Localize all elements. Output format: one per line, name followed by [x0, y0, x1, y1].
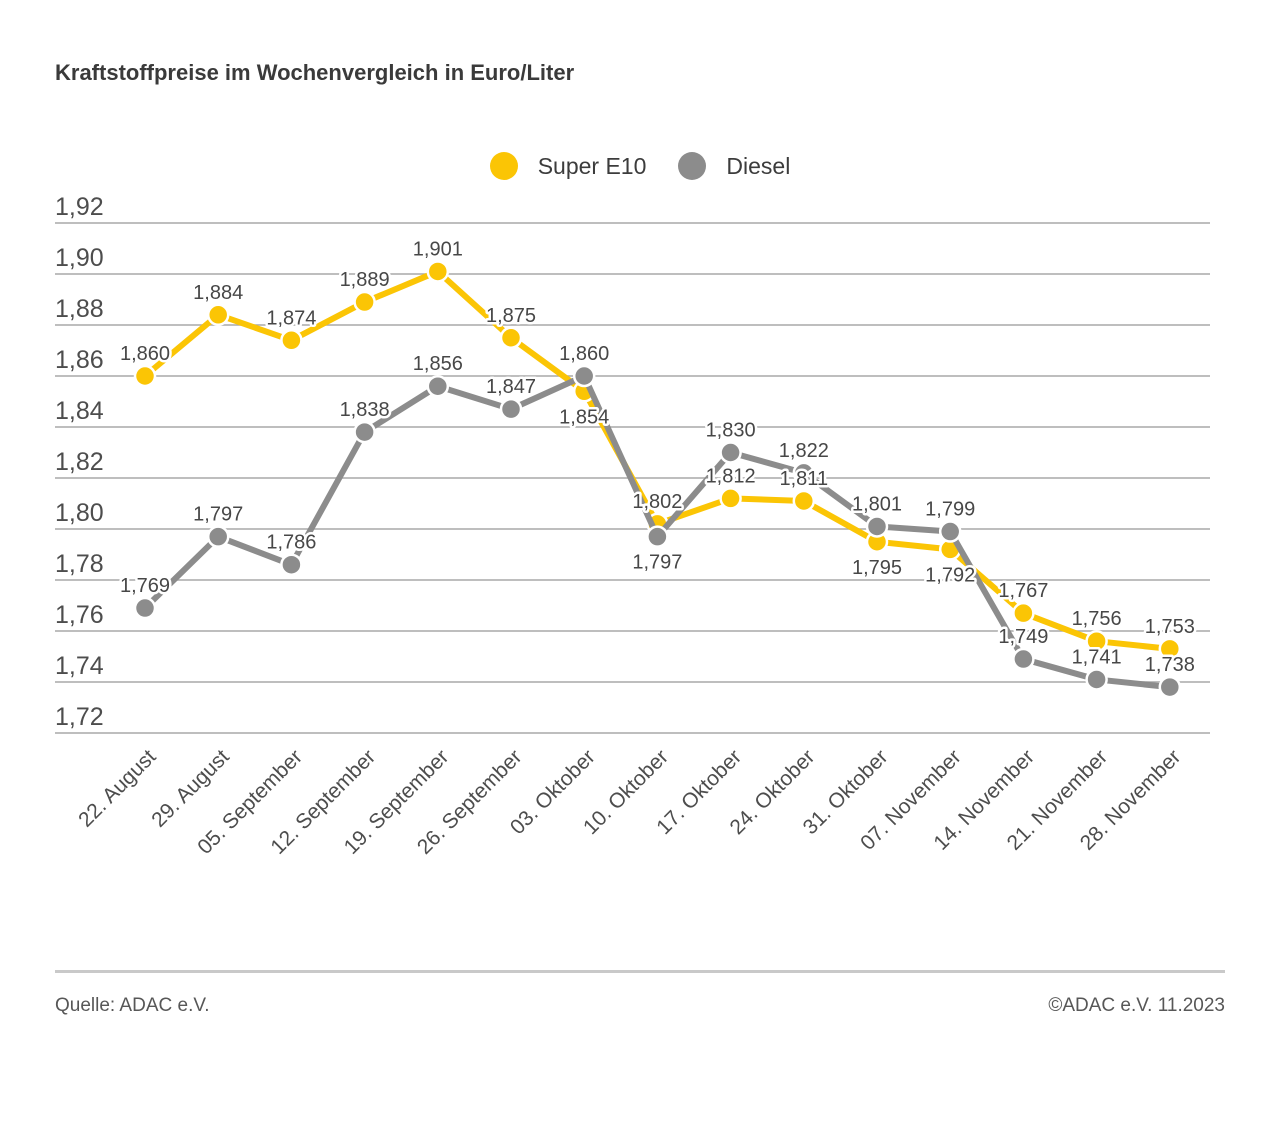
- diesel-dot-icon: [678, 152, 707, 180]
- legend: Super E10 Diesel: [0, 152, 1280, 180]
- gridlines: [55, 222, 1210, 734]
- svg-text:1,856: 1,856: [413, 353, 463, 375]
- chart-title: Kraftstoffpreise im Wochenvergleich in E…: [55, 60, 575, 85]
- legend-item-super-e10: Super E10: [489, 152, 647, 180]
- svg-text:1,812: 1,812: [706, 465, 756, 487]
- svg-text:1,738: 1,738: [1145, 654, 1195, 676]
- svg-text:1,860: 1,860: [559, 343, 609, 365]
- svg-text:1,78: 1,78: [55, 550, 104, 578]
- series-diesel: [133, 364, 1182, 699]
- svg-text:1,74: 1,74: [55, 652, 104, 680]
- legend-label-super-e10: Super E10: [537, 152, 647, 179]
- svg-text:1,86: 1,86: [55, 346, 104, 374]
- svg-text:1,72: 1,72: [55, 703, 104, 731]
- svg-text:1,76: 1,76: [55, 601, 104, 629]
- svg-text:1,756: 1,756: [1072, 608, 1122, 630]
- svg-text:1,741: 1,741: [1072, 646, 1122, 668]
- svg-text:1,80: 1,80: [55, 499, 104, 527]
- svg-text:1,84: 1,84: [55, 397, 104, 425]
- svg-text:1,88: 1,88: [55, 295, 104, 323]
- legend-label-diesel: Diesel: [726, 152, 791, 179]
- svg-text:1,830: 1,830: [706, 420, 756, 442]
- svg-text:1,860: 1,860: [120, 343, 170, 365]
- svg-text:1,884: 1,884: [193, 282, 243, 304]
- svg-text:1,792: 1,792: [925, 564, 975, 586]
- y-axis-labels: 1,92 1,90 1,88 1,86 1,84 1,82 1,80 1,78 1,76 1,74…: [55, 193, 104, 731]
- svg-text:1,795: 1,795: [852, 557, 902, 579]
- svg-text:1,889: 1,889: [340, 269, 390, 291]
- footer: Quelle: ADAC e.V. ©ADAC e.V. 11.2023: [55, 995, 1225, 1017]
- svg-text:1,749: 1,749: [998, 626, 1048, 648]
- svg-text:1,801: 1,801: [852, 493, 902, 515]
- svg-text:1,799: 1,799: [925, 499, 975, 521]
- svg-text:1,797: 1,797: [193, 504, 243, 526]
- svg-text:1,875: 1,875: [486, 305, 536, 327]
- svg-text:1,767: 1,767: [998, 580, 1048, 602]
- svg-text:22. August: 22. August: [74, 745, 161, 832]
- svg-text:1,854: 1,854: [559, 406, 609, 428]
- svg-text:1,847: 1,847: [486, 376, 536, 398]
- svg-text:1,753: 1,753: [1145, 616, 1195, 638]
- svg-text:1,822: 1,822: [779, 440, 829, 462]
- footer-source: Quelle: ADAC e.V.: [55, 995, 210, 1016]
- svg-text:1,802: 1,802: [632, 491, 682, 513]
- svg-text:1,82: 1,82: [55, 448, 104, 476]
- svg-text:1,769: 1,769: [120, 575, 170, 597]
- svg-text:1,786: 1,786: [266, 532, 316, 554]
- svg-text:1,874: 1,874: [266, 307, 316, 329]
- svg-text:1,901: 1,901: [413, 238, 463, 260]
- legend-item-diesel: Diesel: [678, 152, 790, 180]
- svg-text:1,797: 1,797: [632, 552, 682, 574]
- value-labels: 1,860 1,884 1,874 1,889 1,901 1,875 1,854 1,802…: [117, 236, 1197, 679]
- svg-text:1,838: 1,838: [340, 399, 390, 421]
- svg-text:1,90: 1,90: [55, 244, 104, 272]
- footer-copyright: ©ADAC e.V. 11.2023: [1048, 995, 1225, 1016]
- super-e10-dot-icon: [489, 152, 518, 180]
- footer-divider: [55, 970, 1225, 973]
- series-super-e10: [133, 260, 1182, 661]
- svg-text:1,92: 1,92: [55, 193, 104, 221]
- svg-text:1,811: 1,811: [780, 468, 829, 490]
